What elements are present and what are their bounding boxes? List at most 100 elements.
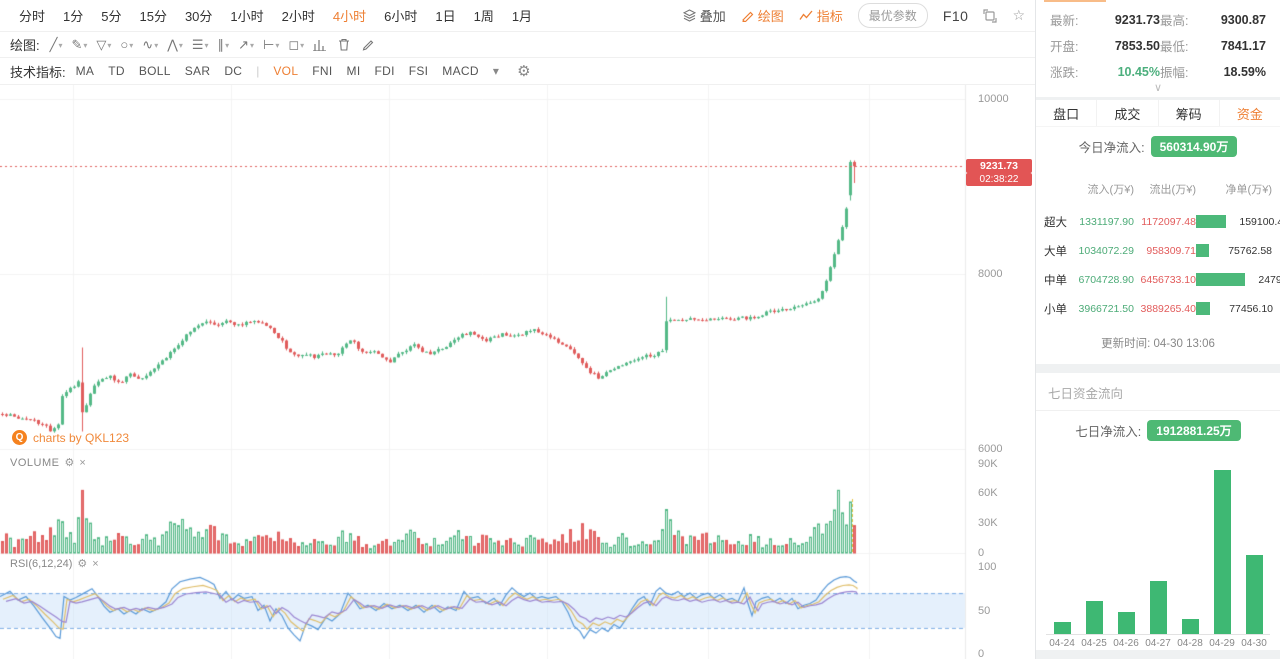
best-params-button[interactable]: 最优参数: [857, 3, 928, 28]
dropdown-caret-icon[interactable]: ▾: [204, 41, 209, 50]
fullscreen-icon[interactable]: [983, 8, 998, 23]
callout-tool[interactable]: ◻ ▾: [288, 38, 304, 51]
fund-flow-table: 流入(万¥) 流出(万¥) 净单(万¥) 超大 1331197.90 1172097.4…: [1036, 161, 1280, 323]
dropdown-caret-icon[interactable]: ▾: [107, 41, 112, 50]
fund-net-cell: 159100.42: [1196, 215, 1280, 228]
fund-net-cell: 75762.58: [1196, 244, 1272, 257]
dropdown-caret-icon[interactable]: ▾: [58, 41, 63, 50]
axis-label: 0: [978, 547, 985, 559]
more-indicators-caret[interactable]: ▾: [492, 64, 500, 78]
volume-close-icon[interactable]: ×: [79, 456, 86, 469]
trend-line-tool[interactable]: ╱ ▾: [50, 38, 63, 51]
trash-icon[interactable]: [338, 38, 350, 51]
pencil-tool-glyph: ✎: [71, 37, 83, 52]
dropdown-caret-icon[interactable]: ▾: [154, 41, 159, 50]
timeframe-button[interactable]: 1分: [63, 9, 84, 24]
drawing-toolbar-label: 绘图:: [10, 38, 40, 53]
axis-label: 0: [978, 648, 985, 659]
rsi-label-text: RSI(6,12,24): [10, 557, 73, 570]
sub-indicator-button[interactable]: VOL: [273, 64, 299, 78]
ellipse-tool[interactable]: ○ ▾: [120, 38, 133, 51]
volume-settings-gear-icon[interactable]: ⚙: [64, 457, 75, 469]
draw-mode-button[interactable]: 绘图: [741, 6, 784, 25]
right-panel: 最新: 9231.73 最高: 9300.87 开盘: 7853.50 最低: 7841.17…: [1036, 0, 1280, 659]
fund-row-label: 大单: [1044, 245, 1067, 258]
pencil-icon: [741, 11, 754, 22]
dropdown-caret-icon[interactable]: ▾: [225, 41, 230, 50]
timeframe-button[interactable]: 15分: [139, 9, 167, 24]
measure-tool[interactable]: ⊢ ▾: [263, 38, 279, 51]
today-net-inflow: 今日净流入: 560314.90万: [1036, 127, 1280, 161]
timeframe-button[interactable]: 6小时: [384, 9, 418, 24]
wave-tool[interactable]: ∿ ▾: [142, 38, 158, 51]
main-indicator-button[interactable]: TD: [108, 64, 125, 78]
sub-indicator-button[interactable]: FSI: [408, 64, 429, 78]
price-volume-rsi-canvas[interactable]: [0, 85, 1035, 659]
panel-tab[interactable]: 筹码: [1157, 100, 1219, 126]
fund-table-row: 中单 6704728.90 6456733.10 247995.80: [1044, 265, 1280, 294]
main-indicator-button[interactable]: BOLL: [138, 64, 171, 78]
dropdown-caret-icon[interactable]: ▾: [275, 41, 280, 50]
dropdown-caret-icon[interactable]: ▾: [249, 41, 254, 50]
today-net-inflow-value: 560314.90万: [1150, 136, 1238, 157]
arrow-tool[interactable]: ↗ ▾: [238, 38, 254, 51]
favorite-star-icon[interactable]: ☆: [1012, 7, 1025, 23]
panel-tab[interactable]: 盘口: [1053, 106, 1080, 122]
fund-net-bar: [1196, 273, 1245, 286]
f10-button[interactable]: F10: [942, 7, 969, 24]
dropdown-caret-icon[interactable]: ▾: [129, 41, 134, 50]
seven-day-date-labels: 04-24 04-25 04-26 04-27 04-28 04-29 04-30: [1046, 638, 1270, 649]
gann-tool[interactable]: ∥ ▾: [218, 38, 230, 51]
dropdown-caret-icon[interactable]: ▾: [178, 41, 183, 50]
stat-value: 9231.73: [1114, 12, 1160, 27]
main-indicator-button[interactable]: MA: [75, 64, 95, 78]
sub-indicator-button[interactable]: FNI: [312, 64, 333, 78]
shape-tool[interactable]: ▽ ▾: [96, 38, 111, 51]
timeframe-button[interactable]: 2小时: [281, 9, 315, 24]
timeframe-button[interactable]: 1月: [511, 9, 533, 24]
rsi-settings-gear-icon[interactable]: ⚙: [77, 558, 88, 570]
indicator-toolbar: 技术指标: MA TD BOLL SAR DC | VOL FNI MI FDI FSI MACD…: [0, 58, 1035, 85]
marker-pen-icon[interactable]: [361, 38, 374, 51]
seven-day-net-inflow-value: 1912881.25万: [1147, 420, 1241, 441]
indicator-button[interactable]: 指标: [799, 6, 843, 25]
price-stats-grid: 最新: 9231.73 最高: 9300.87 开盘: 7853.50 最低: 7841.17…: [1050, 10, 1266, 81]
rsi-pane-label: RSI(6,12,24) ⚙ ×: [10, 557, 99, 571]
collapse-chevron-icon[interactable]: ∨: [1153, 82, 1163, 94]
timeframe-button[interactable]: 5分: [101, 9, 122, 24]
pencil-tool[interactable]: ✎ ▾: [71, 38, 87, 51]
timeframe-button[interactable]: 1日: [435, 9, 456, 24]
callout-tool-glyph: ◻: [288, 37, 300, 52]
seven-day-bar: [1117, 612, 1135, 634]
rsi-close-icon[interactable]: ×: [92, 557, 99, 570]
stat-label: 最新:: [1050, 14, 1079, 28]
main-indicator-button[interactable]: DC: [224, 64, 243, 78]
timeframe-button[interactable]: 30分: [184, 9, 213, 24]
sub-indicator-button[interactable]: MI: [346, 64, 361, 78]
timeframe-button[interactable]: 1周: [473, 9, 494, 24]
pattern-tool[interactable]: ⋀ ▾: [167, 38, 183, 51]
timeframe-button[interactable]: 4小时: [332, 9, 367, 24]
sub-indicator-button[interactable]: MACD: [442, 64, 479, 78]
timeframe-button[interactable]: 1小时: [230, 9, 264, 24]
fund-outflow-value: 1172097.48: [1141, 215, 1196, 228]
fund-table-row: 大单 1034072.29 958309.71 75762.58: [1044, 236, 1272, 265]
panel-tab[interactable]: 资金: [1218, 100, 1280, 126]
indicator-settings-gear-icon[interactable]: ⚙: [517, 63, 531, 80]
dropdown-caret-icon[interactable]: ▾: [300, 41, 305, 50]
overlay-button[interactable]: 叠加: [682, 6, 726, 25]
panel-tab[interactable]: 成交: [1096, 100, 1157, 126]
seven-day-bar: [1245, 555, 1263, 634]
stat-value: 10.45%: [1117, 64, 1160, 79]
bar-stats-icon[interactable]: [313, 38, 327, 51]
fib-retracement-tool[interactable]: ☰ ▾: [192, 38, 209, 51]
drawing-toolbar: 绘图: ╱ ▾ ✎ ▾ ▽ ▾ ○ ▾ ∿ ▾ ⋀ ▾ ☰ ▾ ∥ ▾ ↗ ▾ ⊢ ▾ ◻ ▾: [0, 32, 1035, 58]
timeframe-button[interactable]: 分时: [19, 9, 46, 24]
sub-indicator-button[interactable]: FDI: [374, 64, 395, 78]
seven-day-date: 04-30: [1241, 638, 1267, 649]
main-indicator-button[interactable]: SAR: [184, 64, 211, 78]
axis-label: 90K: [978, 458, 998, 470]
seven-day-date: 04-27: [1145, 638, 1171, 649]
dropdown-caret-icon[interactable]: ▾: [83, 41, 88, 50]
